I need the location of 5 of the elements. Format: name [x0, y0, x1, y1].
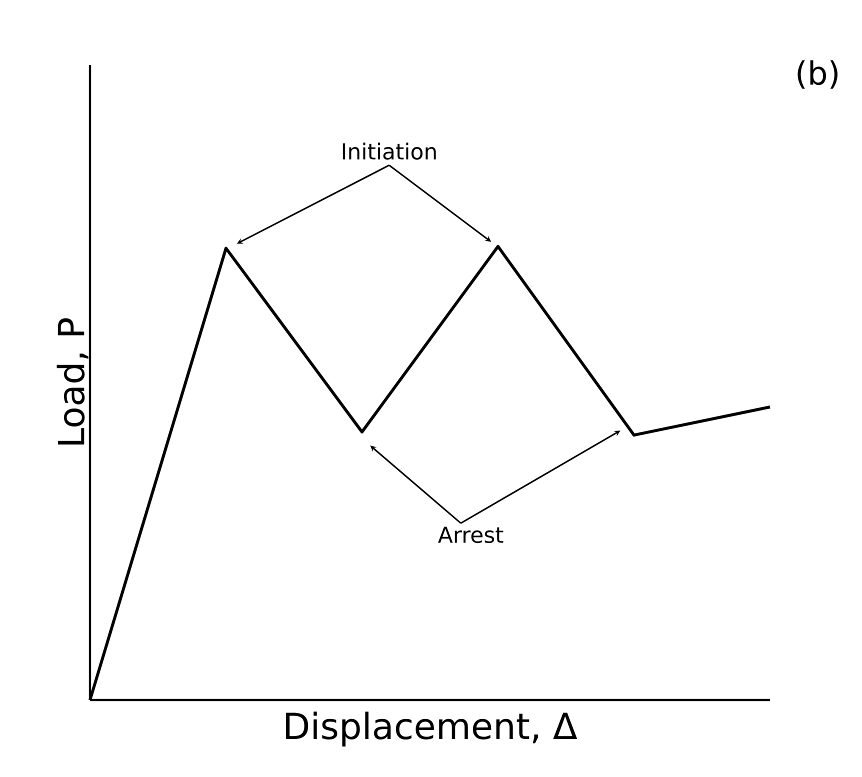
y-axis-title: Load, P: [56, 318, 88, 444]
text: Initiation: [342, 142, 436, 160]
annotation: Arrest: [438, 526, 504, 544]
text: (b): [798, 60, 838, 89]
x-axis-title: Displacement, Δ: [286, 712, 578, 746]
